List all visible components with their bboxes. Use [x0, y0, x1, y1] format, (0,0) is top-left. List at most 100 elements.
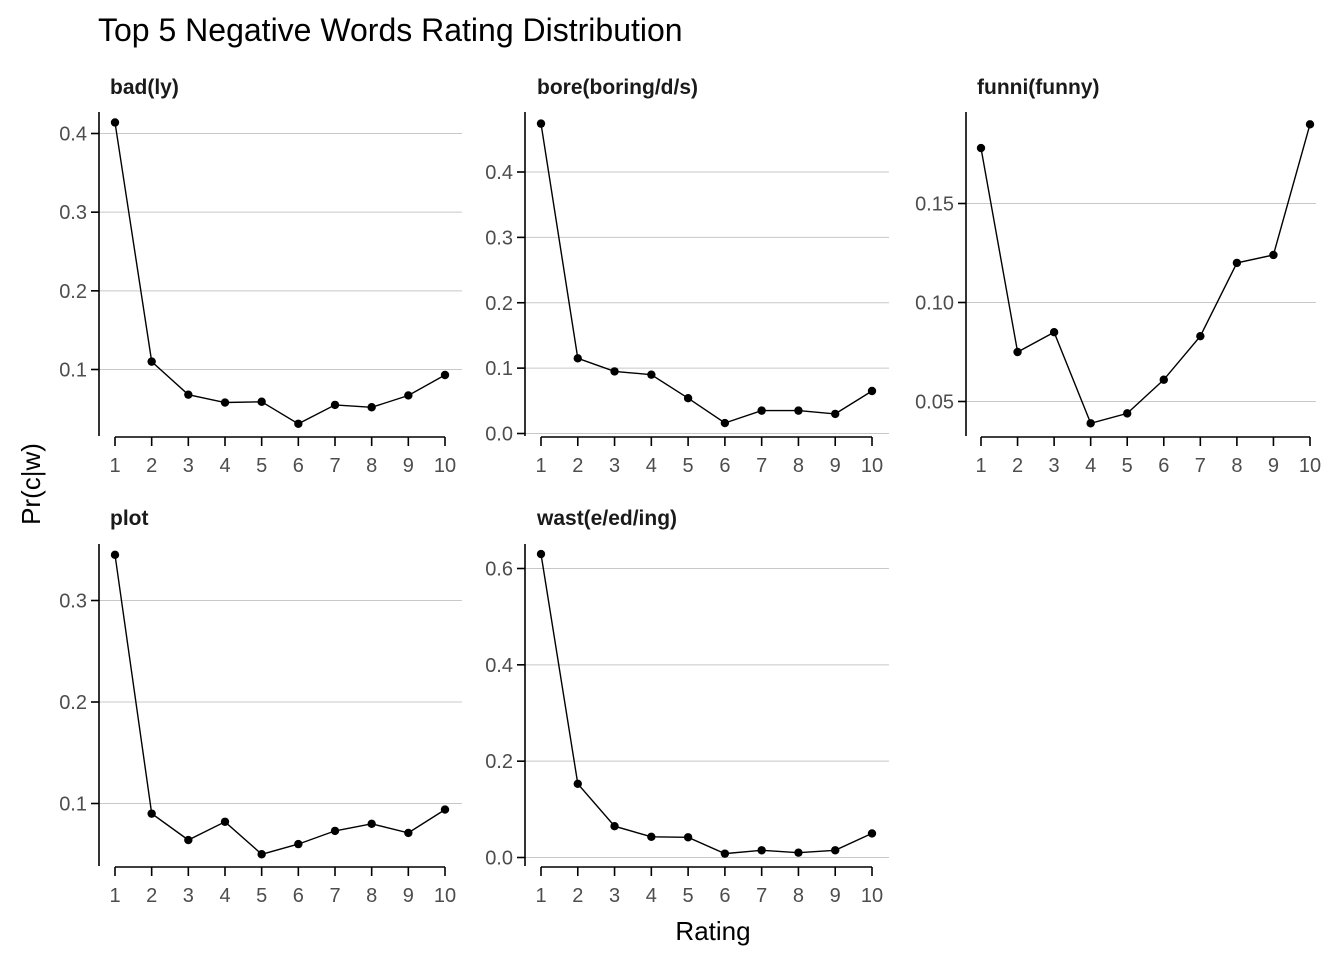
data-point — [831, 409, 840, 419]
data-point — [147, 357, 156, 366]
x-tick-label: 4 — [219, 885, 230, 907]
x-tick-label: 6 — [719, 455, 730, 477]
data-point — [1305, 120, 1315, 129]
data-point — [573, 779, 582, 789]
x-tick-label: 8 — [366, 455, 377, 477]
data-point — [536, 549, 546, 559]
x-tick-label: 8 — [793, 455, 804, 477]
x-tick-label: 4 — [219, 455, 230, 477]
x-tick-label: 1 — [109, 455, 120, 477]
panel-title: funni(funny) — [977, 76, 1099, 99]
x-tick-label: 8 — [793, 885, 804, 907]
data-point — [404, 391, 413, 400]
data-point — [1086, 419, 1095, 428]
data-point — [720, 418, 730, 428]
data-point — [440, 805, 450, 814]
data-point — [257, 397, 266, 406]
x-tick-label: 10 — [861, 455, 883, 477]
x-tick-label: 5 — [256, 455, 267, 477]
data-point — [330, 400, 340, 410]
data-point — [536, 119, 546, 128]
series-line — [114, 122, 446, 425]
data-point — [110, 550, 120, 560]
x-tick-label: 9 — [830, 885, 841, 907]
panel-title: wast(e/ed/ing) — [536, 507, 677, 530]
data-point — [367, 403, 376, 412]
x-tick-label: 3 — [609, 455, 620, 477]
facet-panel: funni(funny) 0.05 0.10 0.15 1 2 3 4 5 6 7 8 9 10 — [915, 76, 1321, 477]
data-point — [1049, 328, 1059, 337]
x-tick-label: 5 — [683, 885, 694, 907]
x-tick-label: 10 — [1299, 455, 1321, 477]
y-axis-title: Pr(c|w) — [16, 443, 46, 525]
data-point — [1196, 331, 1205, 341]
x-tick-label: 7 — [329, 455, 340, 477]
data-point — [757, 846, 766, 855]
x-axis-title: Rating — [675, 916, 750, 946]
y-tick-label: 0.4 — [485, 655, 513, 677]
x-tick-label: 3 — [609, 885, 620, 907]
series-line — [540, 553, 873, 855]
data-point — [573, 354, 582, 363]
x-tick-label: 7 — [1195, 455, 1206, 477]
data-point — [404, 828, 413, 838]
y-tick-label: 0.2 — [485, 293, 513, 315]
data-point — [367, 819, 376, 828]
x-tick-label: 4 — [1085, 455, 1096, 477]
x-tick-label: 2 — [572, 885, 583, 907]
series-line — [114, 554, 446, 856]
x-tick-label: 2 — [572, 455, 583, 477]
panel-title: plot — [110, 507, 148, 530]
x-tick-label: 9 — [403, 455, 414, 477]
x-tick-label: 5 — [1122, 455, 1133, 477]
y-tick-label: 0.10 — [915, 293, 954, 315]
y-tick-label: 0.2 — [59, 692, 87, 714]
y-tick-label: 0.3 — [59, 591, 87, 613]
y-tick-label: 0.05 — [915, 392, 954, 414]
y-tick-label: 0.1 — [59, 794, 87, 816]
data-point — [610, 367, 619, 376]
data-point — [683, 833, 693, 842]
y-tick-label: 0.0 — [485, 848, 513, 870]
y-tick-label: 0.3 — [485, 227, 513, 249]
data-point — [220, 398, 230, 407]
facet-panel: wast(e/ed/ing) 0.0 0.2 0.4 0.6 1 2 3 4 5 6 7 8 9 10 — [485, 507, 889, 907]
x-tick-label: 3 — [183, 885, 194, 907]
x-tick-label: 6 — [1158, 455, 1169, 477]
data-point — [683, 393, 693, 403]
data-point — [647, 832, 656, 841]
x-tick-label: 3 — [183, 455, 194, 477]
x-tick-label: 2 — [1012, 455, 1023, 477]
chart-title: Top 5 Negative Words Rating Distribution — [98, 12, 683, 48]
y-tick-label: 0.1 — [59, 360, 87, 382]
x-tick-label: 8 — [366, 885, 377, 907]
facet-panel: bore(boring/d/s) 0.0 0.1 0.2 0.3 0.4 1 2 3 4 5 6 7 8 9… — [485, 76, 889, 477]
x-tick-label: 6 — [719, 885, 730, 907]
x-tick-label: 4 — [646, 455, 657, 477]
x-tick-label: 8 — [1231, 455, 1242, 477]
x-tick-label: 9 — [403, 885, 414, 907]
series-line — [980, 124, 1311, 425]
x-tick-label: 2 — [146, 455, 157, 477]
data-point — [1232, 258, 1242, 268]
x-tick-label: 6 — [293, 455, 304, 477]
data-point — [647, 370, 656, 379]
y-tick-label: 0.3 — [59, 202, 87, 224]
data-point — [720, 849, 730, 858]
y-tick-label: 0.1 — [485, 358, 513, 380]
panel-title: bad(ly) — [110, 76, 179, 99]
data-point — [147, 809, 156, 818]
y-tick-label: 0.2 — [59, 281, 87, 303]
x-tick-label: 2 — [146, 885, 157, 907]
data-point — [794, 848, 803, 857]
y-tick-label: 0.15 — [915, 194, 954, 216]
x-tick-label: 3 — [1049, 455, 1060, 477]
data-point — [610, 821, 619, 831]
data-point — [757, 406, 766, 415]
x-tick-label: 7 — [329, 885, 340, 907]
data-point — [976, 143, 986, 153]
data-point — [831, 846, 840, 855]
data-point — [184, 390, 193, 399]
y-tick-label: 0.4 — [59, 124, 87, 146]
x-tick-label: 1 — [975, 455, 986, 477]
